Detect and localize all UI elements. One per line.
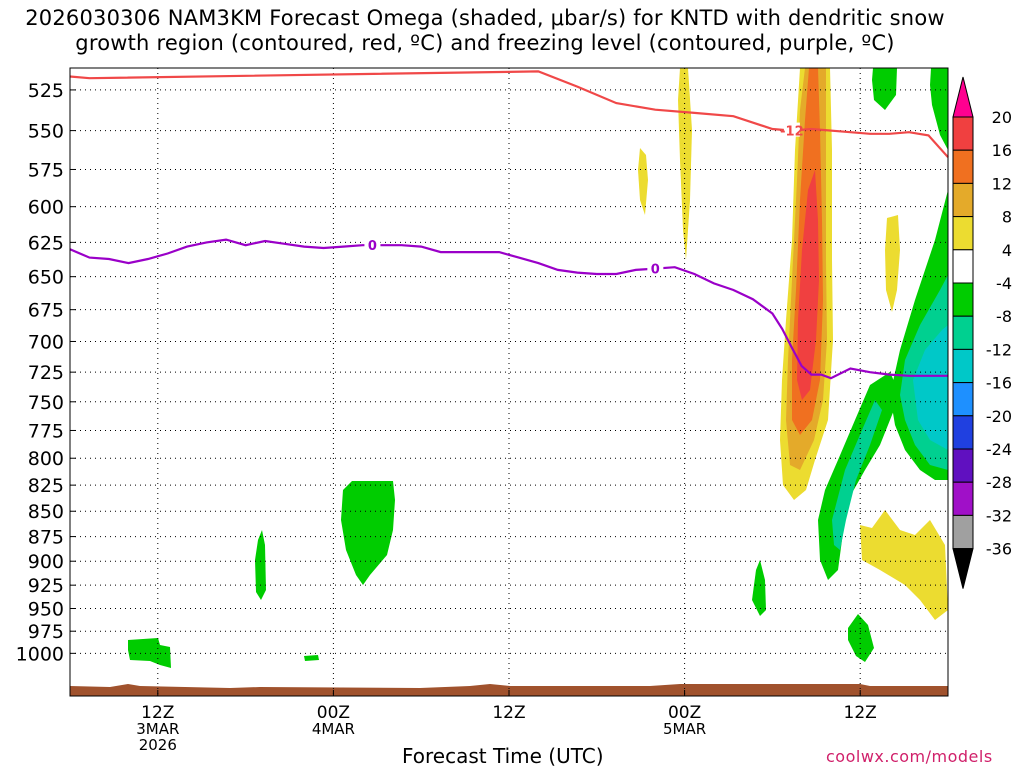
y-tick-label: 775	[28, 420, 64, 442]
colorbar-label: 16	[992, 141, 1012, 160]
y-axis-ticks: 525 550 575 600 625 650 675 700 725 750 775 800 825 8…	[16, 80, 76, 665]
contour-label-bg	[364, 237, 381, 252]
colorbar-segment	[952, 382, 974, 417]
omega-shade-green	[255, 530, 266, 600]
omega-shade-teal	[832, 400, 882, 550]
x-tick-label: 12Z	[141, 703, 174, 723]
colorbar-segment	[952, 448, 974, 483]
colorbar-segment	[952, 149, 974, 184]
y-tick-label: 825	[28, 475, 64, 497]
x-tick-label: 3MAR	[136, 720, 179, 738]
x-tick-label: 00Z	[668, 703, 701, 723]
y-tick-label: 700	[28, 331, 64, 353]
x-tick-label: 5MAR	[663, 720, 706, 738]
contour-label: -12	[780, 125, 804, 140]
y-tick-label: 800	[28, 448, 64, 470]
omega-shade-yellow	[638, 148, 648, 215]
y-tick-label: 950	[28, 598, 64, 620]
y-tick-label: 600	[28, 197, 64, 219]
omega-shade-green	[128, 638, 171, 668]
contour-lines: 0 0 -12	[69, 70, 949, 380]
colorbar-label: 4	[1002, 241, 1012, 260]
omega-shade-green	[872, 68, 897, 110]
chart-title: 2026030306 NAM3KM Forecast Omega (shaded…	[0, 6, 970, 56]
colorbar-segment	[952, 348, 974, 384]
omega-shade-cyan	[913, 325, 948, 450]
omega-shade-red	[797, 170, 819, 400]
contour-line-dendritic	[69, 70, 949, 158]
y-tick-label: 575	[28, 159, 64, 181]
x-tick-label: 12Z	[492, 703, 525, 723]
colorbar-bottom-arrow	[952, 548, 974, 589]
omega-shade-green	[752, 560, 766, 616]
y-tick-label: 650	[28, 267, 64, 289]
colorbar-segment	[952, 116, 974, 151]
omega-shading	[128, 68, 948, 668]
y-tick-label: 525	[28, 80, 64, 102]
omega-shade-green	[930, 68, 948, 150]
colorbar-label: -16	[986, 374, 1012, 393]
omega-shade-green	[341, 481, 395, 585]
x-tick-label: 2026	[139, 736, 177, 754]
y-tick-label: 625	[28, 232, 64, 254]
contour-label-bg	[647, 260, 664, 275]
contour-label: 0	[651, 263, 660, 278]
colorbar-label: -36	[986, 540, 1012, 559]
y-tick-label: 675	[28, 300, 64, 322]
y-tick-label: 875	[28, 527, 64, 549]
y-tick-label: 900	[28, 551, 64, 573]
plot-frame	[69, 67, 949, 697]
colorbar-label: 8	[1002, 208, 1012, 227]
colorbar: 20 16 12 8 4 -4 -8 -12 -16 -20 -24 -28 -32 -36	[952, 76, 1012, 589]
colorbar-segment	[952, 182, 974, 218]
colorbar-label: -24	[986, 440, 1012, 459]
y-tick-label: 750	[28, 392, 64, 414]
chart-title-line-2: growth region (contoured, red, ºC) and f…	[75, 31, 895, 55]
colorbar-segment	[952, 282, 974, 317]
x-tick-label: 4MAR	[312, 720, 355, 738]
y-tick-label: 925	[28, 575, 64, 597]
colorbar-segment	[952, 415, 974, 450]
y-tick-label: 975	[28, 621, 64, 643]
contour-label-bg	[783, 122, 800, 137]
omega-shade-yellow	[860, 510, 948, 620]
colorbar-label: -4	[996, 274, 1012, 293]
x-axis-title: Forecast Time (UTC)	[402, 744, 604, 768]
colorbar-segment	[952, 249, 974, 284]
colorbar-label: -32	[986, 506, 1012, 525]
colorbar-segment	[952, 481, 974, 516]
x-tick-label: 12Z	[844, 703, 877, 723]
colorbar-label: -20	[986, 407, 1012, 426]
omega-shade-green	[848, 614, 874, 662]
contour-line-freezing-level	[69, 238, 948, 380]
chart-title-line-1: 2026030306 NAM3KM Forecast Omega (shaded…	[25, 6, 945, 30]
contour-label: 0	[368, 239, 377, 254]
omega-shade-green	[304, 655, 319, 661]
x-tick-label: 00Z	[317, 703, 350, 723]
colorbar-label: -28	[986, 473, 1012, 492]
colorbar-label: 20	[992, 108, 1012, 127]
colorbar-segment	[952, 216, 974, 251]
y-tick-label: 550	[28, 121, 64, 143]
colorbar-segment	[952, 315, 974, 350]
colorbar-label: -8	[996, 307, 1012, 326]
colorbar-label: -12	[986, 340, 1012, 359]
y-tick-label: 725	[28, 362, 64, 384]
y-tick-label: 1000	[16, 643, 64, 665]
y-tick-label: 850	[28, 501, 64, 523]
colorbar-top-arrow	[952, 76, 974, 118]
colorbar-segment	[952, 514, 974, 550]
omega-shade-yellow	[885, 215, 900, 312]
colorbar-label: 12	[992, 174, 1012, 193]
credit-link[interactable]: coolwx.com/models	[826, 747, 993, 766]
